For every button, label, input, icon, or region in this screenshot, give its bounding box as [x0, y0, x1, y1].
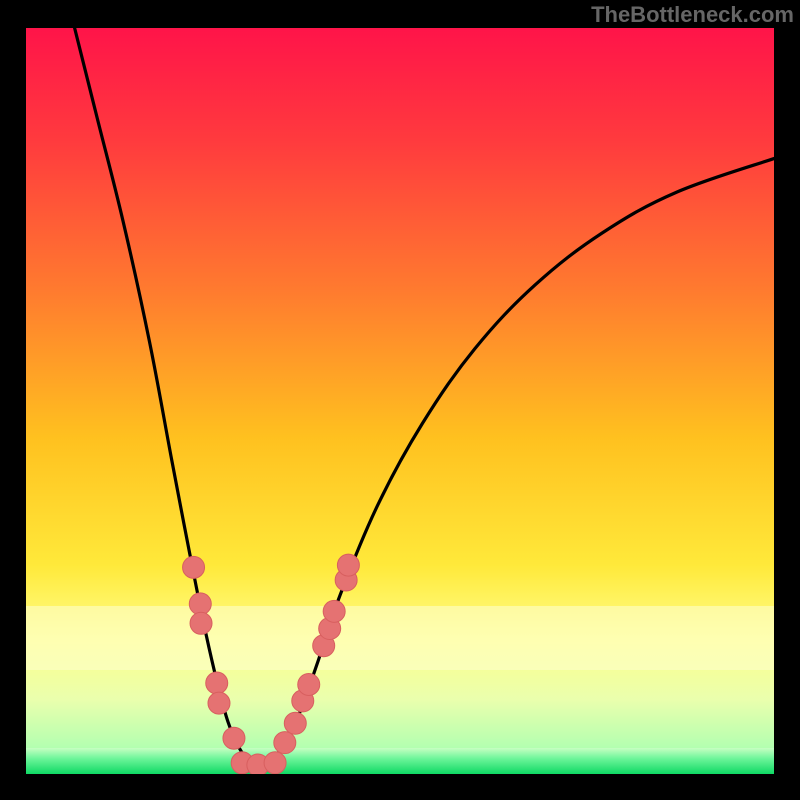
- chart-container: TheBottleneck.com: [0, 0, 800, 800]
- plot-area: [26, 28, 774, 774]
- data-marker: [337, 554, 359, 576]
- data-marker: [264, 752, 286, 774]
- data-marker: [298, 673, 320, 695]
- data-marker: [206, 672, 228, 694]
- watermark-text: TheBottleneck.com: [591, 2, 794, 28]
- data-marker: [274, 732, 296, 754]
- data-marker: [284, 712, 306, 734]
- data-marker: [223, 727, 245, 749]
- data-marker: [323, 600, 345, 622]
- data-marker: [189, 593, 211, 615]
- data-marker: [190, 612, 212, 634]
- bottleneck-curve: [75, 28, 774, 767]
- data-marker: [183, 556, 205, 578]
- data-marker: [208, 692, 230, 714]
- plot-svg: [26, 28, 774, 774]
